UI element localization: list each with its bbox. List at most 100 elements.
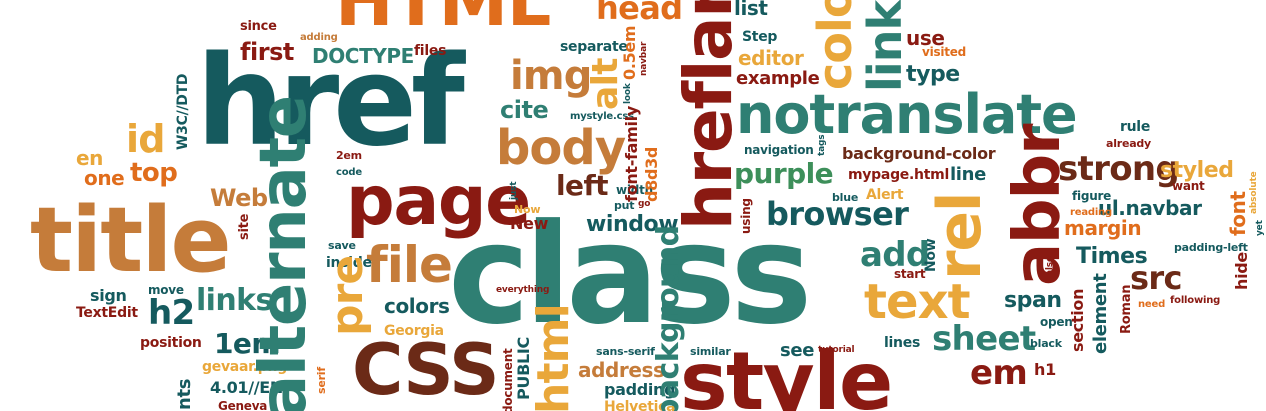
word-en: en [76,146,104,170]
word-georgia: Georgia [384,323,444,339]
word-margin: margin [1064,216,1142,240]
word-css: CSS [352,329,500,411]
word-purple: purple [734,157,834,190]
word-window: window [586,212,679,237]
word-src: src [1130,259,1183,297]
word-html: HTML [335,0,551,42]
word-one: one [84,166,125,190]
word-position: position [140,335,202,351]
word-html2: html [528,304,579,411]
word-navigation: navigation [744,143,814,157]
word-color: colo [808,0,862,90]
word-address: address [578,358,665,382]
word-abbr: abbr [1001,124,1075,286]
word-move: move [148,283,184,297]
word-site: site [237,213,252,240]
word-img: img [510,53,592,99]
word-mystyle: mystyle.css [570,111,634,122]
word-look: look [623,83,633,104]
word-hreflang: hreflang [670,0,747,230]
word-line: line [950,164,986,185]
word-padding: padding [604,380,676,399]
word-span: span [1004,288,1062,313]
word-title: title [30,188,232,293]
word-type: type [906,62,960,87]
word-doctype: DOCTYPE [312,44,414,68]
word-want: want [1172,179,1205,193]
word-fontfamily: font-family [622,106,641,202]
word-visited: visited [922,45,966,59]
word-following: following [1170,295,1221,306]
word-geneva: Geneva [218,399,268,411]
word-absolute: absolute [1249,171,1259,214]
word-gevaar: gevaar.png [202,359,287,375]
word-pre: pre [322,255,373,336]
word-alt: alt [585,58,626,110]
word-top: top [130,158,178,188]
word-start: start [894,267,926,281]
word-body: body [496,120,626,176]
word-helvetica: Helvetica [604,399,676,411]
word-code: code [336,167,362,178]
word-files: files [414,43,447,59]
word-tutorial: tutorial [818,345,855,355]
word-web: Web [210,184,268,212]
word-document: document [501,348,515,411]
word-alternate: alternate [247,96,321,411]
word-d8d3d: d8d3d [642,146,661,202]
word-em: em [970,353,1028,393]
word-ulnavbar: ul.navbar [1098,196,1202,220]
word-em2: 2em [336,149,362,162]
word-h1: h1 [1034,360,1056,379]
word-also: also [1045,256,1055,276]
word-editor: editor [738,46,804,70]
word-em1: 1em [214,327,281,360]
word-text: text [864,274,971,330]
word-head: head [596,0,683,27]
word-strong: strong [1058,149,1180,189]
word-h2: h2 [148,293,195,333]
word-put: put [614,199,635,212]
word-since: since [240,19,277,34]
word-using: using [739,198,753,234]
word-rule: rule [1120,119,1151,135]
word-new: New [510,214,549,233]
word-open: open [1040,315,1073,329]
word-bgcolor: background-color [842,144,996,163]
word-sign: sign [90,286,127,305]
word-similar: similar [690,345,731,358]
word-first: first [240,38,294,66]
word-styled: styled [1160,158,1234,183]
word-inside: inside [326,255,372,271]
word-yet: yet [1255,220,1265,236]
word-everything: everything [496,285,550,295]
word-need: need [1138,299,1166,310]
word-tags: tags [817,134,827,156]
word-background: background [651,225,686,411]
word-font: font [1226,191,1250,236]
word-em05: 0.5em [620,25,639,80]
word-link: link [858,0,912,92]
word-times: Times [1076,244,1148,269]
word-figure: figure [1072,189,1112,203]
word-now2: Now [923,238,939,272]
word-blue: blue [832,191,859,204]
word-go: go [638,199,651,209]
word-colors: colors [384,294,450,318]
word-use: use [906,26,945,50]
word-file: file [366,236,453,294]
word-navbar: navbar [639,41,649,76]
word-w401: 4.01//EN [210,378,283,397]
word-href: href [196,30,465,174]
word-browser: browser [766,195,909,233]
word-see: see [780,340,815,361]
word-section: section [1068,288,1087,352]
word-notranslate: notranslate [736,83,1078,146]
word-id: id [126,117,165,161]
word-serif: serif [315,367,328,394]
word-add: add [860,235,930,275]
word-step: Step [742,29,778,45]
word-width: width [616,183,653,197]
word-separate: separate [560,39,628,55]
word-links: links [196,283,273,318]
